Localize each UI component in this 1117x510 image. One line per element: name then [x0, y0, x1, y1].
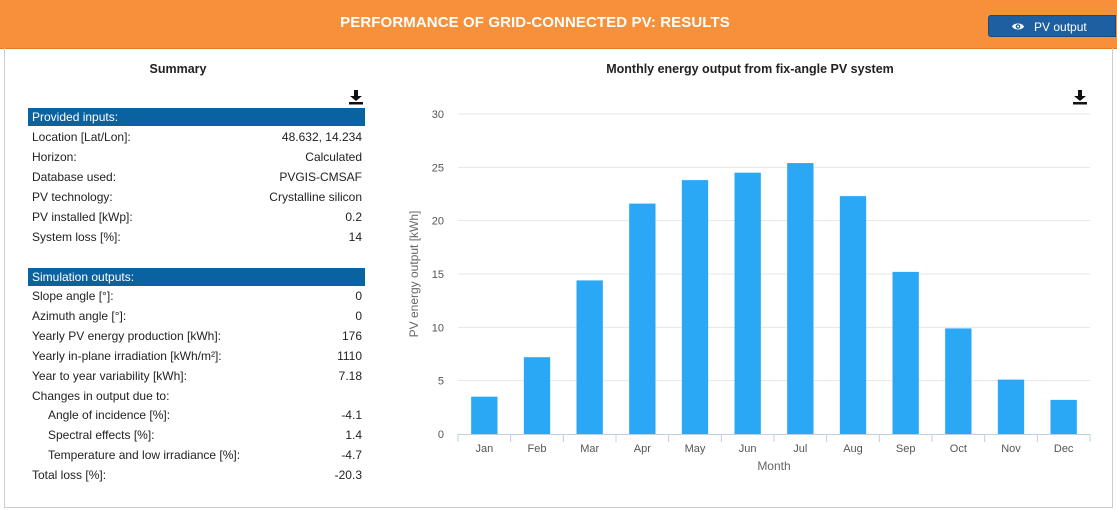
x-tick-label: Mar — [580, 443, 599, 455]
provided-inputs-heading: Provided inputs: — [28, 108, 365, 126]
download-icon[interactable] — [348, 89, 364, 105]
summary-row-label: PV technology: — [32, 189, 113, 204]
summary-row-label: Slope angle [°]: — [32, 289, 114, 303]
bar-feb — [523, 357, 551, 434]
summary-row-label: Azimuth angle [°]: — [32, 308, 127, 323]
summary-row-value: -4.7 — [341, 448, 362, 463]
summary-row-label: Yearly PV energy production [kWh]: — [32, 328, 221, 343]
x-axis-title: Month — [757, 459, 790, 473]
y-tick-label: 25 — [432, 162, 444, 174]
bar-mar — [576, 280, 603, 434]
summary-row: Location [Lat/Lon]: 48.632, 14.234 — [32, 128, 362, 146]
summary-row: Yearly in-plane irradiation [kWh/m²]: 111… — [32, 347, 362, 365]
summary-row-label: Spectral effects [%]: — [48, 428, 155, 443]
results-header: PERFORMANCE OF GRID-CONNECTED PV: RESULT… — [0, 0, 1117, 49]
summary-row: Year to year variability [kWh]: 7.18 — [32, 367, 362, 385]
summary-row-value: 0.2 — [345, 209, 362, 224]
monthly-energy-chart: 0 5 10 15 20 25 30 Jan Feb Mar Apr May Jun Jul Aug Sep O… — [407, 109, 1091, 473]
pv-output-button[interactable]: PV output — [988, 15, 1116, 37]
summary-title: Summary — [149, 62, 207, 76]
summary-row-label: Total loss [%]: — [32, 468, 107, 483]
bar-jun — [734, 172, 761, 434]
x-tick-label: Feb — [528, 443, 547, 455]
x-tick-label: Apr — [634, 443, 651, 455]
x-tick-label: Nov — [1001, 443, 1021, 455]
summary-row-value: 176 — [341, 328, 362, 343]
summary-row-label: System loss [%]: — [32, 229, 121, 244]
summary-row: Yearly PV energy production [kWh]: 176 — [32, 327, 362, 345]
x-tick-label: Dec — [1054, 443, 1074, 455]
x-tick-label: Jun — [739, 443, 757, 455]
y-tick-label: 10 — [432, 322, 444, 334]
summary-row-value: 0 — [355, 289, 362, 303]
summary-row-label: Changes in output due to: — [32, 388, 170, 403]
summary-row-value: PVGIS-CMSAF — [279, 169, 362, 184]
x-tick-label: Aug — [843, 443, 863, 455]
bar-may — [681, 180, 709, 434]
summary-row-value: 48.632, 14.234 — [281, 130, 362, 144]
y-tick-label: 30 — [432, 109, 444, 121]
x-tick-label: Jan — [475, 443, 493, 455]
x-tick-label: Jul — [793, 443, 807, 455]
summary-row-value: Crystalline silicon — [269, 189, 362, 204]
page-title: PERFORMANCE OF GRID-CONNECTED PV: RESULT… — [340, 14, 730, 31]
bar-apr — [629, 203, 656, 434]
summary-row-label: Horizon: — [32, 149, 77, 164]
x-tick-label: Oct — [950, 443, 967, 455]
y-tick-label: 0 — [438, 429, 444, 441]
summary-row-value: 0 — [355, 308, 362, 323]
summary-row: Temperature and low irradiance [%]: -4.7 — [32, 446, 362, 464]
chart-title: Monthly energy output from fix-angle PV … — [606, 62, 894, 76]
summary-row-value: 7.18 — [338, 368, 362, 383]
summary-row-label: Database used: — [32, 169, 117, 184]
summary-row-label: Yearly in-plane irradiation [kWh/m²]: — [32, 348, 222, 363]
bar-dec — [1050, 399, 1077, 434]
bar-nov — [997, 379, 1025, 434]
summary-row: PV technology: Crystalline silicon — [32, 188, 362, 206]
bar-oct — [945, 328, 972, 434]
y-tick-label: 15 — [432, 269, 444, 281]
summary-row-value: -20.3 — [334, 468, 362, 483]
simulation-outputs-heading: Simulation outputs: — [28, 268, 365, 286]
summary-row: Changes in output due to: — [32, 387, 362, 405]
summary-row-value: 1110 — [337, 348, 362, 363]
summary-row-label: Year to year variability [kWh]: — [32, 368, 187, 383]
summary-row: Horizon: Calculated — [32, 148, 362, 166]
summary-row-value: -4.1 — [341, 408, 362, 423]
summary-row: Angle of incidence [%]: -4.1 — [32, 406, 362, 424]
summary-row-label: Location [Lat/Lon]: — [32, 130, 131, 144]
summary-row: System loss [%]: 14 — [32, 228, 362, 246]
y-tick-label: 5 — [438, 376, 444, 388]
chart-download-icon[interactable] — [1072, 89, 1088, 105]
summary-row-value: 14 — [348, 229, 362, 244]
bar-jul — [787, 163, 814, 435]
y-tick-label: 20 — [432, 216, 444, 228]
bar-jan — [471, 396, 498, 434]
bar-aug — [839, 196, 867, 434]
summary-row-label: Temperature and low irradiance [%]: — [48, 448, 241, 463]
summary-row: Total loss [%]: -20.3 — [32, 466, 362, 484]
pv-output-label: PV output — [1034, 20, 1087, 34]
eye-icon — [1012, 23, 1024, 30]
x-tick-label: May — [685, 443, 706, 455]
summary-row: Database used: PVGIS-CMSAF — [32, 168, 362, 186]
summary-row: PV installed [kWp]: 0.2 — [32, 208, 362, 226]
x-tick-label: Sep — [896, 443, 916, 455]
results-panel — [4, 48, 1113, 508]
summary-row: Spectral effects [%]: 1.4 — [32, 426, 362, 444]
summary-row: Slope angle [°]: 0 — [32, 287, 362, 305]
summary-row-value: Calculated — [305, 149, 362, 164]
summary-row-label: Angle of incidence [%]: — [48, 408, 171, 423]
summary-row-label: PV installed [kWp]: — [32, 209, 133, 224]
y-axis-title: PV energy output [kWh] — [407, 211, 421, 338]
summary-row-value: 1.4 — [345, 428, 362, 443]
summary-row: Azimuth angle [°]: 0 — [32, 307, 362, 325]
bar-sep — [892, 271, 919, 434]
